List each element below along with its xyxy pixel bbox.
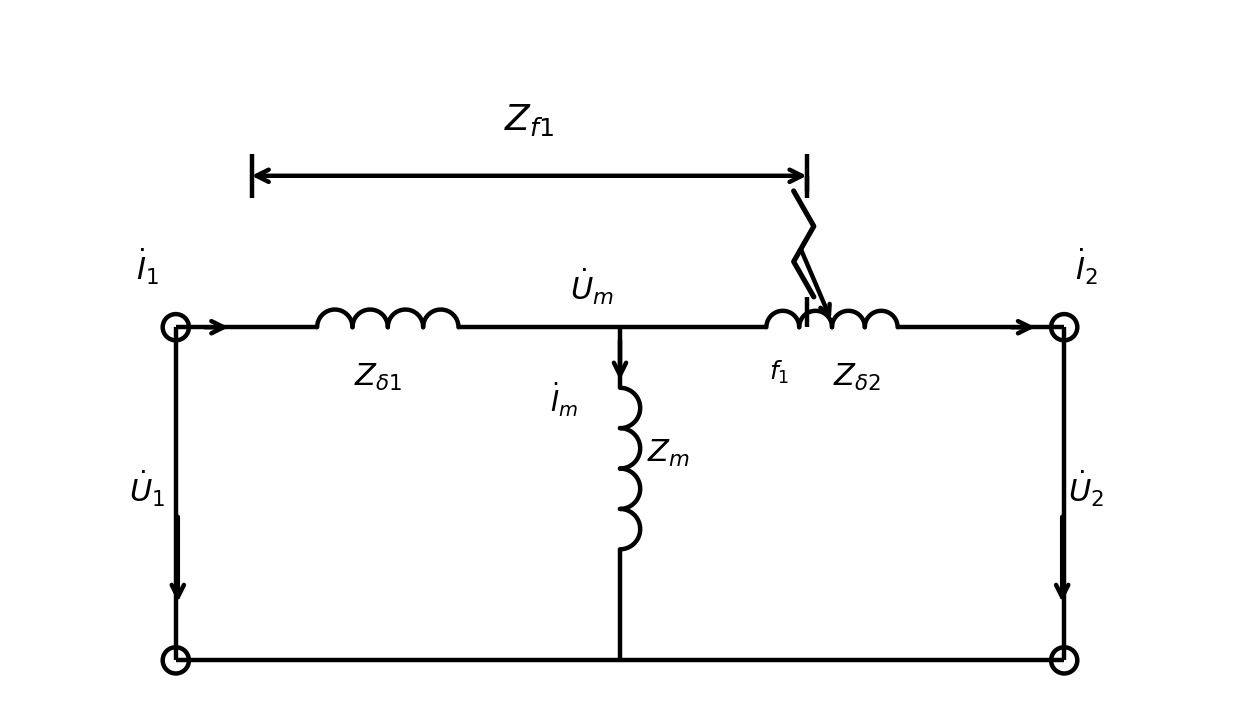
Text: $\dot{I}_1$: $\dot{I}_1$ — [136, 246, 159, 287]
Text: $Z_{f1}$: $Z_{f1}$ — [503, 102, 554, 138]
Text: $\dot{I}_m$: $\dot{I}_m$ — [551, 381, 579, 419]
Text: $Z_m$: $Z_m$ — [647, 438, 689, 469]
Text: $\dot{I}_2$: $\dot{I}_2$ — [1075, 246, 1097, 287]
Text: $\dot{U}_2$: $\dot{U}_2$ — [1069, 468, 1105, 509]
Text: $Z_{\delta 1}$: $Z_{\delta 1}$ — [353, 362, 402, 393]
Text: $Z_{\delta 2}$: $Z_{\delta 2}$ — [833, 362, 882, 393]
Text: $f_1$: $f_1$ — [769, 359, 790, 386]
Text: $\dot{U}_m$: $\dot{U}_m$ — [569, 267, 614, 307]
Text: $\dot{U}_1$: $\dot{U}_1$ — [129, 468, 166, 509]
